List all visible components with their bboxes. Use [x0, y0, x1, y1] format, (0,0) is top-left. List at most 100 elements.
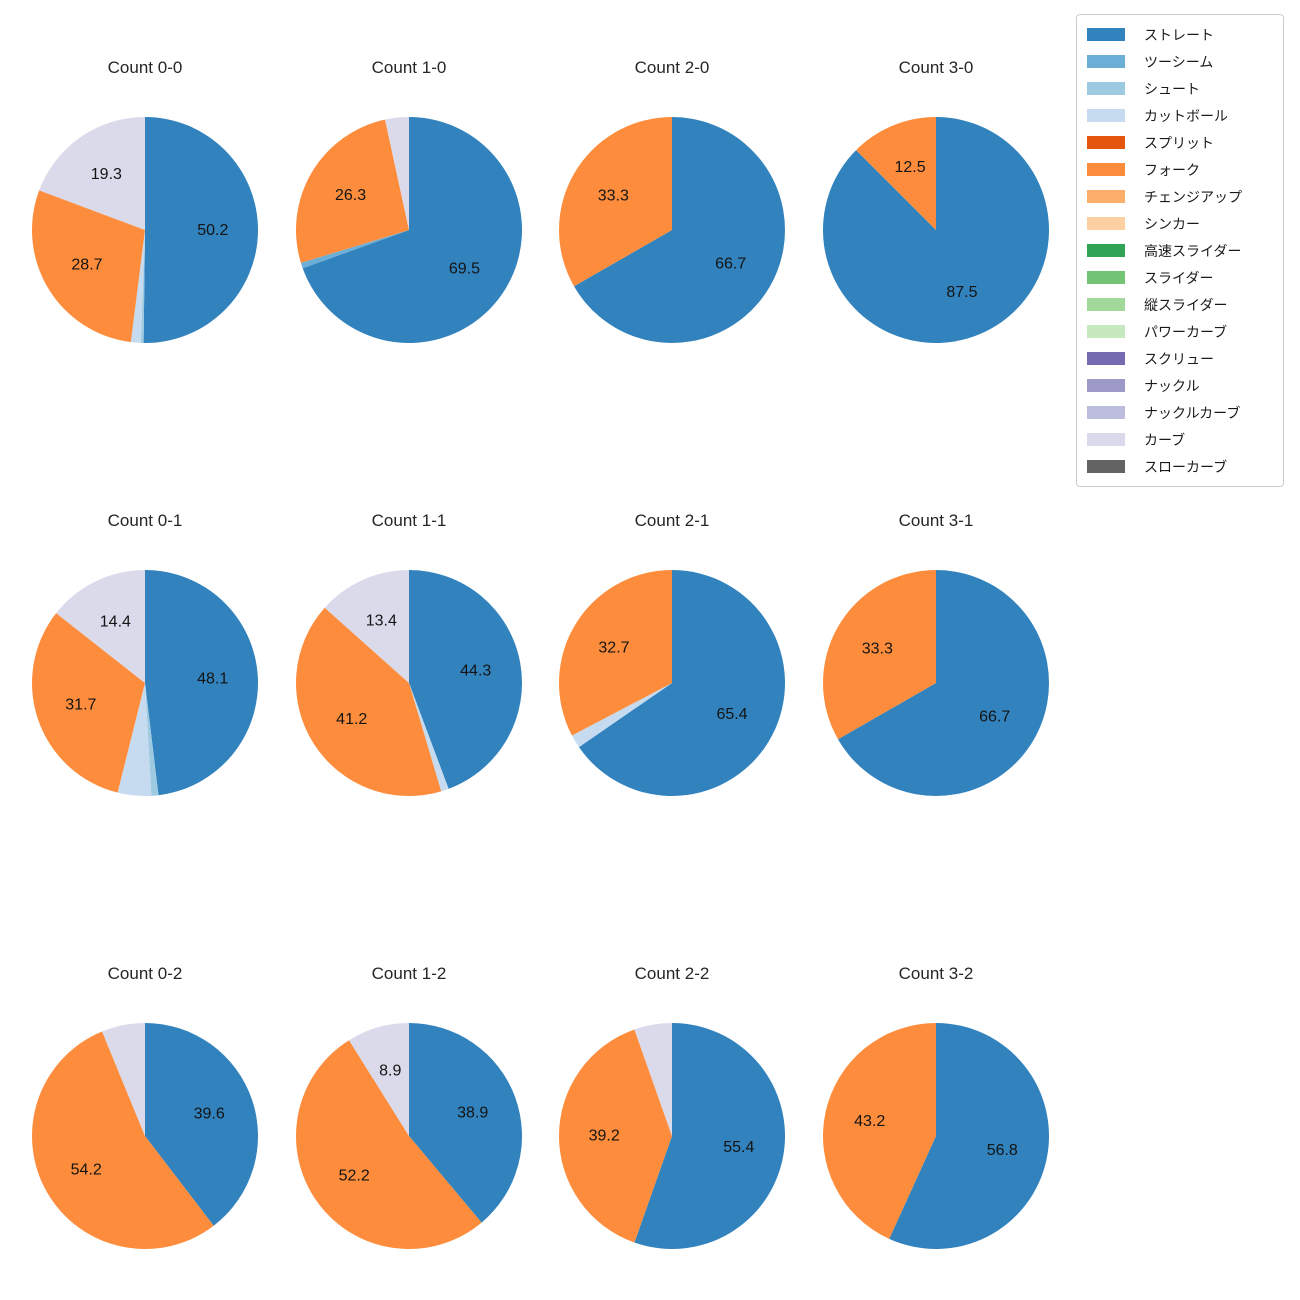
slice-label: 19.3: [91, 166, 122, 183]
legend-swatch: [1087, 109, 1125, 122]
legend-swatch: [1087, 406, 1125, 419]
slice-label: 44.3: [460, 662, 491, 679]
legend-item-1: ツーシーム: [1087, 48, 1273, 75]
slice-label: 14.4: [100, 614, 131, 631]
pie-chart-count-2-2: Count 2-2 55.4 39.2: [558, 964, 786, 1250]
legend-label: スクリュー: [1144, 350, 1214, 367]
legend-swatch: [1087, 433, 1125, 446]
legend-label: ナックルカーブ: [1144, 404, 1241, 421]
slice-label: 50.2: [197, 222, 228, 239]
pie-slice-0: [889, 1023, 1050, 1249]
pie-chart-count-2-1: Count 2-1 65.4 32.7: [558, 511, 785, 796]
pie-slice-1: [822, 570, 936, 740]
slice-label: 33.3: [862, 641, 893, 658]
legend-label: チェンジアップ: [1144, 188, 1242, 205]
pie-slice-4: [39, 117, 146, 230]
legend-swatch: [1087, 28, 1125, 41]
pie-slice-1: [558, 117, 672, 287]
legend-item-9: スライダー: [1087, 264, 1273, 291]
chart-title: Count 0-1: [108, 511, 183, 530]
slice-label: 41.2: [336, 711, 367, 728]
pie-slice-2: [296, 119, 409, 263]
slice-label: 65.4: [716, 706, 747, 723]
legend-swatch: [1087, 190, 1125, 203]
chart-title: Count 1-2: [372, 964, 447, 983]
slice-label: 13.4: [366, 613, 397, 630]
legend-swatch: [1087, 136, 1125, 149]
pie-slice-1: [823, 1023, 936, 1239]
pie-slice-0: [409, 1023, 522, 1223]
pie-slice-0: [578, 570, 785, 796]
legend-label: 縦スライダー: [1144, 296, 1228, 313]
legend-swatch: [1087, 352, 1125, 365]
pie-slice-0: [574, 117, 785, 343]
slice-label: 26.3: [335, 187, 366, 204]
pie-slice-3: [324, 570, 409, 683]
pie-slice-3: [31, 190, 145, 343]
pie-slice-1: [558, 1029, 672, 1243]
slice-label: 8.9: [379, 1062, 401, 1079]
legend-item-4: スプリット: [1087, 129, 1273, 156]
legend-label: ツーシーム: [1144, 53, 1214, 70]
legend-swatch: [1087, 325, 1125, 338]
legend-label: カットボール: [1144, 107, 1228, 124]
slice-label: 48.1: [197, 670, 228, 687]
legend-item-0: ストレート: [1087, 21, 1273, 48]
legend-item-15: カーブ: [1087, 426, 1273, 453]
chart-title: Count 3-1: [899, 511, 974, 530]
slice-label: 39.6: [194, 1106, 225, 1123]
pie-slice-0: [145, 570, 259, 796]
pie-slice-2: [349, 1023, 409, 1136]
legend-label: フォーク: [1144, 161, 1200, 178]
pie-chart-count-1-0: Count 1-0 69.5 26.3: [296, 58, 523, 343]
legend-item-16: スローカーブ: [1087, 453, 1273, 480]
legend-label: ストレート: [1144, 26, 1214, 43]
pie-slice-0: [302, 117, 523, 343]
legend-item-13: ナックル: [1087, 372, 1273, 399]
pie-chart-count-3-1: Count 3-1 66.7 33.3: [822, 511, 1049, 796]
legend-item-2: シュート: [1087, 75, 1273, 102]
slice-label: 38.9: [457, 1104, 488, 1121]
pie-chart-count-0-1: Count 0-1 48.1 31.7 14.4: [31, 511, 259, 796]
pie-slice-0: [634, 1023, 786, 1250]
pie-slice-0: [409, 570, 523, 789]
legend-item-11: パワーカーブ: [1087, 318, 1273, 345]
pie-chart-count-0-0: Count 0-0 50.2 28.7 19.3: [31, 58, 258, 343]
pie-slice-2: [634, 1023, 672, 1136]
legend-swatch: [1087, 460, 1125, 473]
pie-slice-2: [117, 683, 152, 796]
legend-swatch: [1087, 217, 1125, 230]
legend-swatch: [1087, 379, 1125, 392]
legend-label: 高速スライダー: [1144, 242, 1242, 259]
pie-slice-2: [295, 607, 442, 797]
pie-chart-count-3-2: Count 3-2 56.8 43.2: [823, 964, 1050, 1249]
slice-label: 31.7: [65, 696, 96, 713]
pie-slice-1: [140, 230, 145, 343]
chart-title: Count 0-0: [108, 58, 183, 77]
legend-swatch: [1087, 271, 1125, 284]
legend-item-12: スクリュー: [1087, 345, 1273, 372]
legend-label: スライダー: [1144, 269, 1214, 286]
pie-slice-0: [143, 117, 258, 343]
chart-title: Count 2-0: [635, 58, 710, 77]
pie-chart-count-1-1: Count 1-1 44.3 41.2 13.4: [295, 511, 523, 797]
chart-title: Count 1-1: [372, 511, 447, 530]
legend-item-3: カットボール: [1087, 102, 1273, 129]
chart-title: Count 3-2: [899, 964, 974, 983]
pie-slice-2: [130, 230, 145, 343]
slice-label: 28.7: [71, 257, 102, 274]
legend-item-5: フォーク: [1087, 156, 1273, 183]
slice-label: 12.5: [894, 159, 925, 176]
legend-label: シンカー: [1144, 215, 1200, 232]
legend-swatch: [1087, 163, 1125, 176]
legend-label: パワーカーブ: [1144, 323, 1228, 340]
pie-slice-1: [856, 117, 936, 230]
legend-swatch: [1087, 55, 1125, 68]
pie-slice-1: [409, 683, 449, 792]
pie-chart-count-1-2: Count 1-2 38.9 52.2 8.9: [295, 964, 522, 1249]
slice-label: 66.7: [979, 708, 1010, 725]
slice-label: 55.4: [723, 1139, 754, 1156]
legend-label: スローカーブ: [1144, 458, 1228, 475]
legend-swatch: [1087, 82, 1125, 95]
